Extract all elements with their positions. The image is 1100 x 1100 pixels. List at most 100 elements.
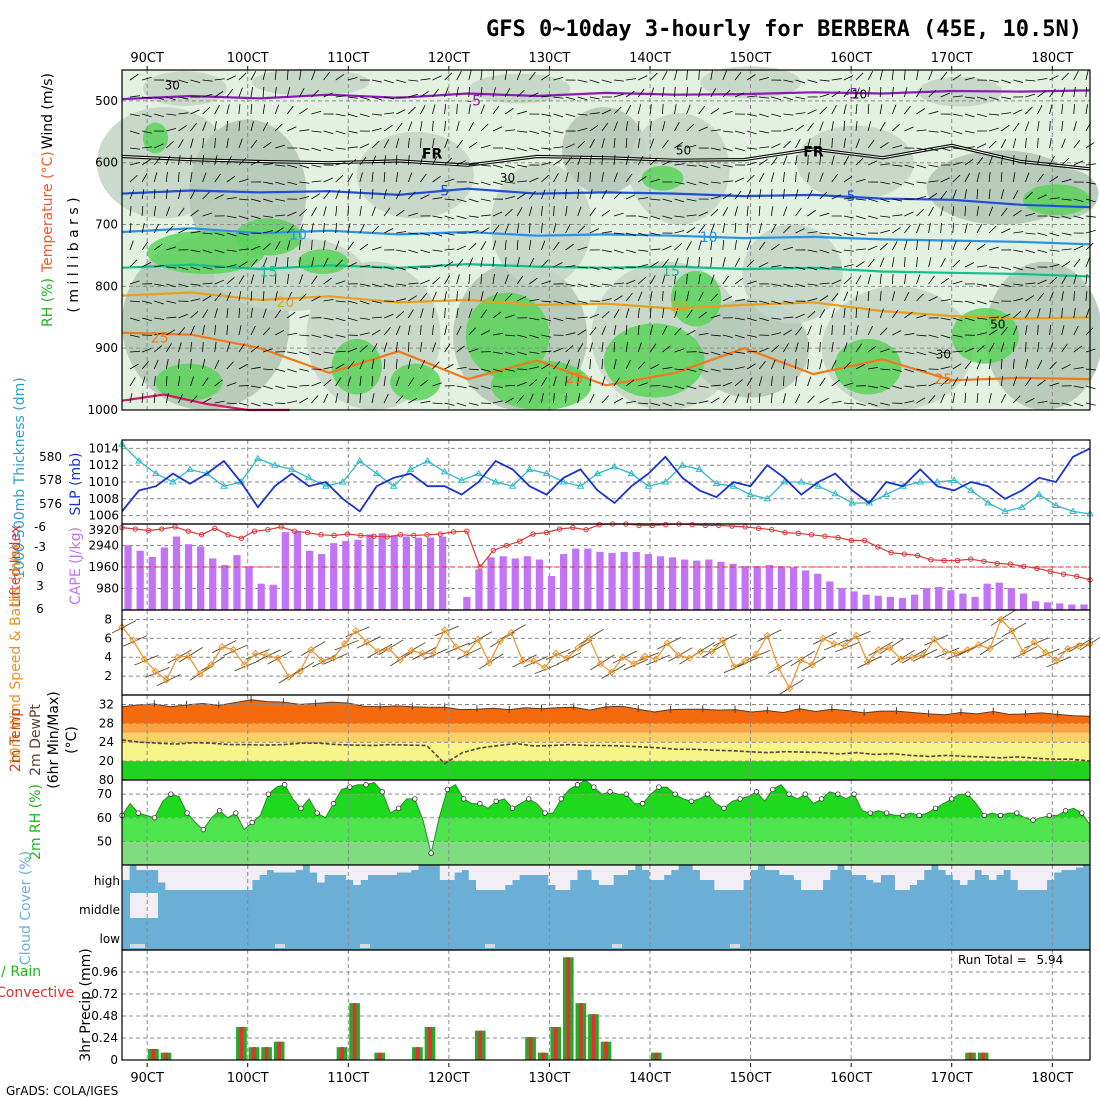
wind-barb bbox=[831, 155, 835, 166]
slp-marker bbox=[712, 479, 721, 487]
wind-speed-marker bbox=[1030, 638, 1039, 646]
wind-barb bbox=[662, 198, 673, 202]
wind-barb bbox=[1073, 87, 1076, 98]
wind-barb bbox=[686, 257, 689, 268]
wind-barb bbox=[371, 343, 378, 353]
cape-bar bbox=[596, 551, 604, 610]
wind-barb bbox=[1025, 249, 1036, 254]
wind-barb bbox=[710, 384, 721, 387]
precip-convective-bar bbox=[277, 1041, 281, 1060]
wind-barb bbox=[311, 110, 322, 115]
wind-barb bbox=[758, 189, 762, 200]
precip-convective-bar bbox=[654, 1052, 659, 1060]
cloud-high-gap bbox=[179, 865, 188, 890]
wind-barb bbox=[710, 351, 721, 356]
wind-barb bbox=[855, 138, 860, 149]
wind-barb bbox=[868, 366, 879, 370]
wind-barb bbox=[275, 181, 285, 186]
wind-barb bbox=[1061, 157, 1070, 166]
wind-barb bbox=[867, 160, 878, 166]
wind-barb bbox=[855, 275, 862, 285]
wind-barb bbox=[190, 138, 194, 149]
cloud-high-gap bbox=[548, 865, 556, 885]
li-marker bbox=[437, 531, 443, 537]
wind-barb bbox=[734, 379, 743, 387]
wind-barb bbox=[516, 395, 524, 404]
wind-barb bbox=[1000, 358, 1003, 370]
wind-barb bbox=[504, 164, 515, 169]
wind-barb bbox=[637, 325, 640, 336]
wind-barb bbox=[226, 264, 237, 268]
wind-barb bbox=[275, 198, 286, 202]
wind-barb bbox=[625, 359, 631, 370]
wind-speed-marker bbox=[151, 667, 160, 676]
wind-barb bbox=[795, 171, 797, 183]
wind-barb bbox=[662, 245, 672, 251]
wind-barb bbox=[408, 249, 418, 254]
wind-barb bbox=[420, 359, 426, 370]
cape-bar bbox=[197, 546, 205, 610]
wind-barb bbox=[166, 246, 176, 251]
wind-barb bbox=[904, 274, 907, 285]
wind-barb bbox=[166, 266, 177, 269]
cloud-high-gap bbox=[728, 865, 737, 890]
wind-barb bbox=[1013, 209, 1022, 217]
top-tick-label: 120CT bbox=[428, 51, 470, 66]
li-marker bbox=[901, 551, 908, 557]
wind-barb bbox=[541, 147, 552, 150]
wind-barb bbox=[165, 343, 172, 353]
wind-barb bbox=[988, 343, 995, 353]
wind-barb bbox=[202, 79, 213, 82]
wind-barb bbox=[286, 240, 291, 251]
wind-barb bbox=[129, 74, 139, 81]
wind-barb bbox=[855, 215, 866, 220]
wind-barb bbox=[456, 366, 467, 370]
wind-barb bbox=[129, 189, 135, 200]
wind-barb bbox=[807, 154, 809, 166]
wind-barb bbox=[879, 308, 884, 319]
wind-barb bbox=[819, 282, 830, 285]
wind-speed-marker bbox=[741, 657, 749, 665]
wind-barb bbox=[226, 361, 234, 370]
wind-barb bbox=[335, 334, 346, 338]
cloud-high-gap bbox=[786, 865, 795, 875]
wind-barb bbox=[589, 376, 592, 387]
li-marker bbox=[517, 538, 523, 544]
li-marker bbox=[159, 526, 165, 532]
wind-barb bbox=[1085, 104, 1089, 115]
wind-barb bbox=[686, 368, 697, 372]
wind-barb bbox=[323, 317, 334, 321]
wind-barb bbox=[625, 249, 636, 254]
wind-barb bbox=[529, 147, 540, 152]
wind-barb bbox=[1061, 291, 1064, 302]
wind-barb bbox=[153, 188, 156, 200]
wind-barb bbox=[129, 300, 140, 303]
cloud-high-gap bbox=[1024, 865, 1033, 890]
wind-barb bbox=[444, 104, 447, 115]
cape-bar bbox=[1019, 593, 1028, 610]
rh-marker bbox=[509, 805, 516, 812]
wind-barb bbox=[311, 207, 317, 217]
rh-green-shade bbox=[147, 230, 265, 274]
wind-barb bbox=[1085, 215, 1096, 218]
wind-barb bbox=[795, 96, 806, 100]
wind-barb bbox=[759, 77, 769, 81]
wind-barb bbox=[940, 206, 944, 217]
wind-barb bbox=[1073, 258, 1081, 268]
wind-barb bbox=[420, 325, 422, 336]
wind-barb bbox=[770, 172, 775, 183]
cloud-high-gap bbox=[996, 865, 1004, 875]
wind-barb bbox=[807, 122, 814, 132]
wind-barb bbox=[299, 240, 301, 251]
wind-barb bbox=[843, 138, 846, 149]
wind-barb bbox=[165, 189, 168, 200]
cloud-high-gap bbox=[909, 865, 918, 885]
wind-barb bbox=[698, 69, 700, 81]
wind-barb bbox=[686, 241, 692, 251]
wind-barb bbox=[492, 69, 495, 81]
contour-label: 10 bbox=[700, 230, 718, 246]
wind-barb bbox=[625, 173, 633, 183]
wind-barb bbox=[964, 77, 975, 81]
wind-barb bbox=[141, 241, 149, 251]
wind-barb bbox=[880, 230, 890, 234]
